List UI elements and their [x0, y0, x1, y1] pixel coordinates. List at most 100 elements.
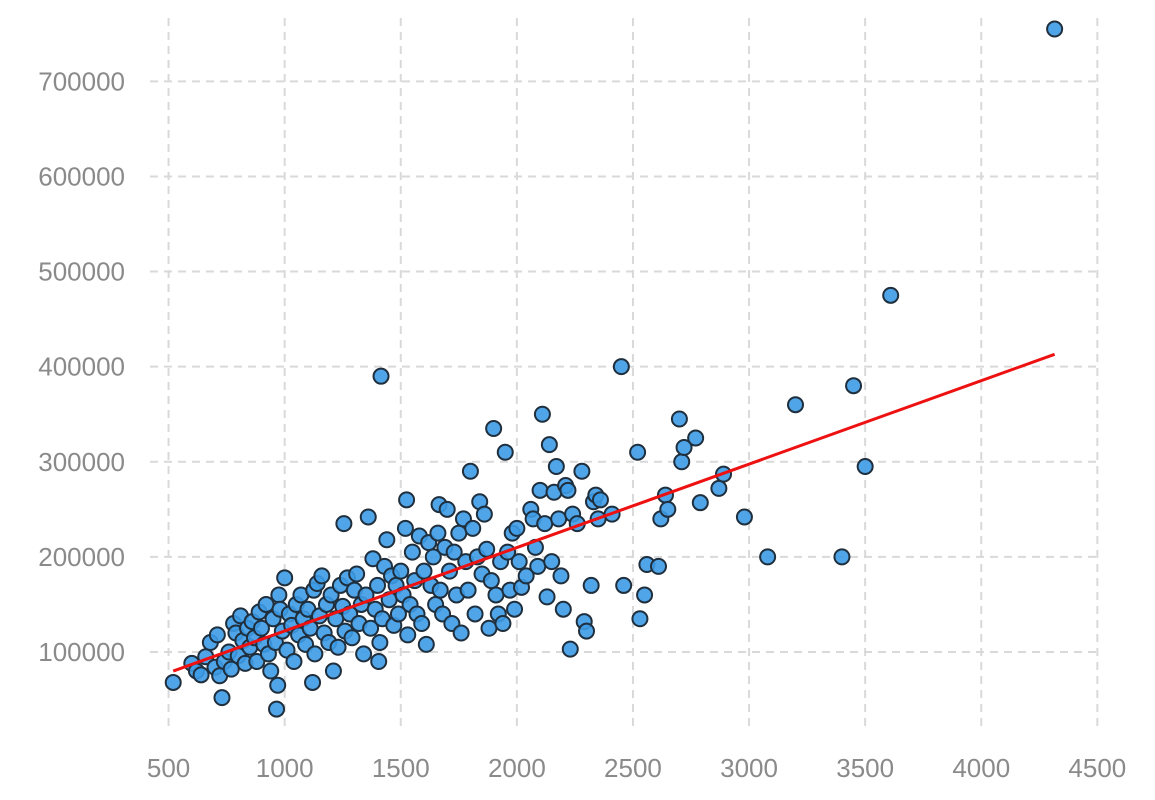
data-point: [369, 576, 387, 594]
data-point: [552, 567, 570, 585]
data-point: [856, 458, 874, 476]
data-point: [550, 510, 568, 528]
data-point: [417, 635, 435, 653]
data-point: [268, 700, 286, 718]
data-point: [270, 586, 288, 604]
y-tick-label: 700000: [38, 66, 125, 96]
data-point: [529, 557, 547, 575]
y-tick-label: 100000: [38, 637, 125, 667]
data-point: [257, 595, 275, 613]
data-point: [673, 453, 691, 471]
data-point: [445, 543, 463, 561]
x-tick-label: 3500: [836, 753, 894, 783]
y-tick-label: 400000: [38, 352, 125, 382]
data-point: [540, 436, 558, 454]
data-point: [631, 610, 649, 628]
x-tick-label: 2500: [604, 753, 662, 783]
data-point: [396, 519, 414, 537]
data-point: [615, 576, 633, 594]
data-point: [276, 569, 294, 587]
data-point: [459, 581, 477, 599]
y-tick-label: 300000: [38, 447, 125, 477]
x-tick-label: 4500: [1068, 753, 1126, 783]
data-point: [452, 624, 470, 642]
data-point: [372, 367, 390, 385]
data-point: [559, 481, 577, 499]
y-tick-label: 200000: [38, 542, 125, 572]
data-point: [464, 519, 482, 537]
x-tick-label: 2000: [488, 753, 546, 783]
data-point: [285, 653, 303, 671]
data-point: [591, 491, 609, 509]
data-point: [389, 605, 407, 623]
data-point: [478, 540, 496, 558]
data-point: [582, 576, 600, 594]
x-tick-label: 4000: [952, 753, 1010, 783]
data-point: [735, 508, 753, 526]
data-point: [536, 515, 554, 533]
data-point: [650, 557, 668, 575]
data-point: [487, 586, 505, 604]
data-point: [304, 673, 322, 691]
data-point: [482, 572, 500, 590]
data-point: [313, 567, 331, 585]
data-point: [759, 548, 777, 566]
data-point: [710, 479, 728, 497]
data-point: [612, 358, 630, 376]
data-point: [561, 640, 579, 658]
data-point: [392, 562, 410, 580]
data-point: [359, 508, 377, 526]
data-point: [208, 626, 226, 644]
data-point: [538, 588, 556, 606]
data-point: [364, 550, 382, 568]
x-tick-label: 1500: [372, 753, 430, 783]
grid: [150, 18, 1102, 730]
data-point: [269, 676, 287, 694]
y-tick-label: 500000: [38, 257, 125, 287]
data-point: [355, 645, 373, 663]
data-point: [496, 443, 514, 461]
data-point: [543, 553, 561, 571]
data-point: [578, 622, 596, 640]
data-point: [262, 662, 280, 680]
data-point: [675, 439, 693, 457]
data-point: [485, 419, 503, 437]
data-point: [378, 531, 396, 549]
data-point: [399, 626, 417, 644]
data-point: [1046, 20, 1064, 38]
data-points: [164, 20, 1064, 718]
data-point: [371, 633, 389, 651]
data-point: [438, 500, 456, 518]
data-point: [335, 515, 353, 533]
data-point: [429, 524, 447, 542]
data-point: [348, 565, 366, 583]
data-point: [506, 600, 524, 618]
x-tick-label: 500: [147, 753, 190, 783]
data-point: [424, 548, 442, 566]
data-point: [213, 689, 231, 707]
data-point: [508, 519, 526, 537]
data-point: [629, 443, 647, 461]
data-point: [845, 377, 863, 395]
data-point: [324, 662, 342, 680]
trend-line: [172, 352, 1056, 673]
data-point: [450, 524, 468, 542]
x-tick-label: 3000: [720, 753, 778, 783]
y-tick-label: 600000: [38, 161, 125, 191]
data-point: [329, 638, 347, 656]
data-point: [480, 619, 498, 637]
data-point: [475, 505, 493, 523]
x-tick-label: 1000: [256, 753, 314, 783]
data-point: [687, 429, 705, 447]
data-point: [531, 481, 549, 499]
trend-line-group: [172, 352, 1056, 673]
data-point: [517, 567, 535, 585]
data-point: [413, 614, 431, 632]
tick-labels: 500 1000 1500 2000 2500 3000 3500 4000 4500 10000…: [38, 66, 1126, 783]
data-point: [403, 543, 421, 561]
data-point: [573, 462, 591, 480]
data-point: [533, 405, 551, 423]
data-point: [431, 581, 449, 599]
data-point: [222, 660, 240, 678]
